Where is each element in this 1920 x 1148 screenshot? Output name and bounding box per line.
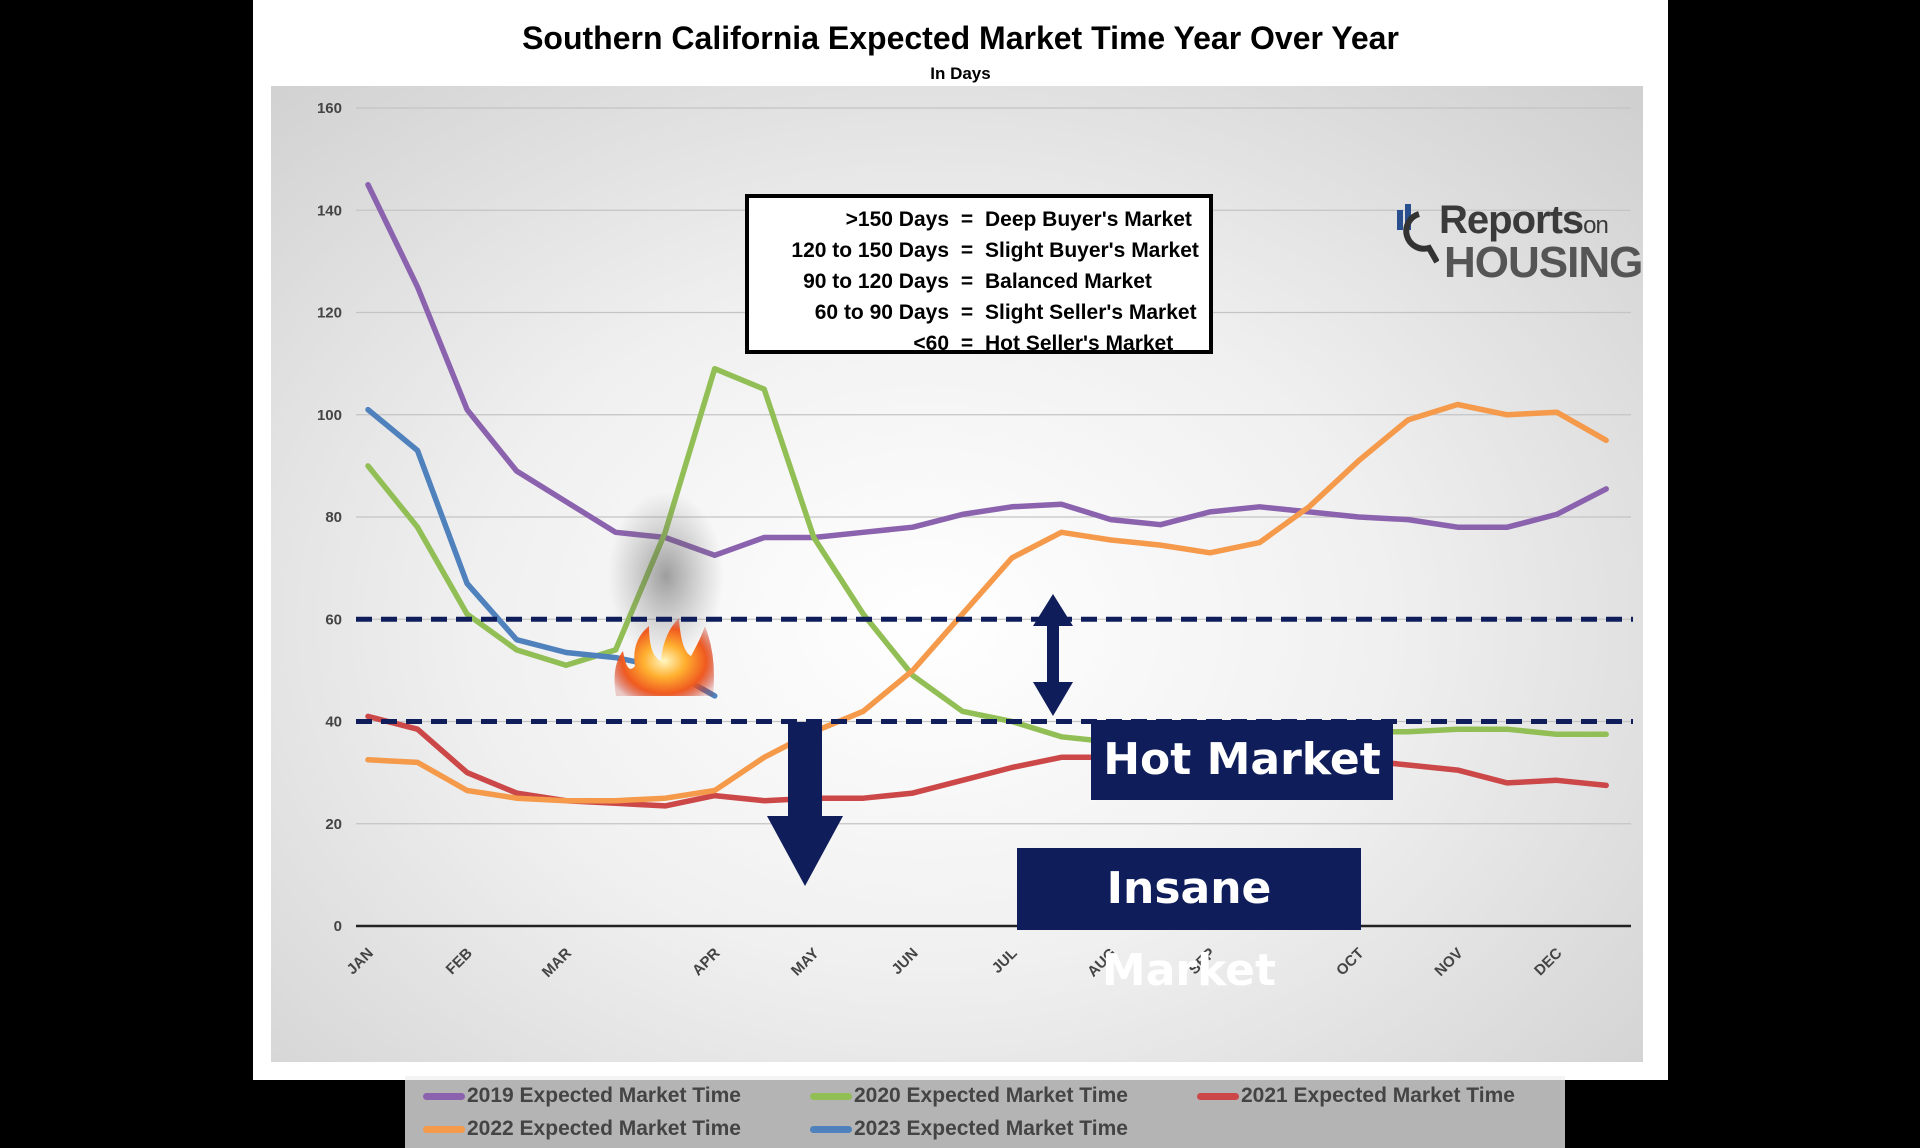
y-tick-label: 60 xyxy=(325,611,342,628)
logo-word-housing: HOUSING xyxy=(1444,238,1643,287)
y-tick-label: 0 xyxy=(334,918,342,935)
legend-swatch xyxy=(423,1092,465,1100)
logo-word-reports: Reports xyxy=(1439,198,1584,242)
key-range: <60 xyxy=(913,331,949,355)
legend-item-2019: 2019 Expected Market Time xyxy=(423,1084,741,1108)
x-tick-label: JUN xyxy=(888,945,921,978)
chart-title: Southern California Expected Market Time… xyxy=(522,20,1399,56)
legend-label: 2022 Expected Market Time xyxy=(467,1117,741,1140)
x-tick-label: JAN xyxy=(344,945,377,978)
series-line-0 xyxy=(365,181,1609,559)
y-tick-label: 20 xyxy=(325,816,342,833)
x-tick-label: NOV xyxy=(1431,945,1466,980)
logo-word-on: on xyxy=(1583,212,1609,239)
key-label: Slight Seller's Market xyxy=(985,300,1197,324)
plot-area: 0 20 40 60 80 100 120 140 160 JAN FEB MAR APR MAY JUN J… xyxy=(271,86,1643,1148)
key-equals: = xyxy=(960,300,974,324)
insane-market-label: Insane Market xyxy=(1017,848,1361,996)
reports-on-housing-logo: Reportson HOUSING xyxy=(1389,198,1649,288)
key-row: 90 to 120 Days = Balanced Market xyxy=(749,266,1209,297)
legend-label: 2019 Expected Market Time xyxy=(467,1084,741,1107)
hot-market-label: Hot Market xyxy=(1091,720,1393,800)
key-equals: = xyxy=(960,269,974,293)
legend-swatch xyxy=(810,1092,852,1100)
legend-label: 2020 Expected Market Time xyxy=(854,1084,1128,1107)
legend-item-2023: 2023 Expected Market Time xyxy=(810,1117,1128,1141)
key-label: Balanced Market xyxy=(985,269,1152,293)
logo-icon xyxy=(1397,204,1439,264)
market-key-box: >150 Days = Deep Buyer's Market 120 to 1… xyxy=(745,194,1213,355)
key-label: Deep Buyer's Market xyxy=(985,207,1192,231)
y-tick-label: 140 xyxy=(317,202,342,219)
chart-panel: Southern California Expected Market Time… xyxy=(253,0,1668,1148)
key-equals: = xyxy=(960,207,974,231)
key-equals: = xyxy=(960,238,974,262)
x-tick-label: APR xyxy=(689,945,724,980)
chart-subtitle: In Days xyxy=(930,64,991,83)
legend-swatch xyxy=(1197,1092,1239,1100)
x-tick-label: FEB xyxy=(443,945,476,978)
key-row: >150 Days = Deep Buyer's Market xyxy=(749,204,1209,235)
key-range: 120 to 150 Days xyxy=(791,238,949,262)
chart-svg: 0 20 40 60 80 100 120 140 160 JAN FEB MAR APR MAY JUN J… xyxy=(317,100,1633,981)
legend-label: 2023 Expected Market Time xyxy=(854,1117,1128,1140)
key-range: 90 to 120 Days xyxy=(803,269,949,293)
series-line-1 xyxy=(365,365,1609,748)
x-tick-label: MAR xyxy=(539,945,575,981)
key-row: <60 = Hot Seller's Market xyxy=(749,328,1209,359)
legend-item-2022: 2022 Expected Market Time xyxy=(423,1117,741,1141)
key-label: Hot Seller's Market xyxy=(985,331,1174,355)
x-tick-label: MAY xyxy=(788,945,823,980)
x-tick-label: DEC xyxy=(1531,945,1566,980)
key-label: Slight Buyer's Market xyxy=(985,238,1199,262)
legend-label: 2021 Expected Market Time xyxy=(1241,1084,1515,1107)
y-tick-label: 160 xyxy=(317,100,342,117)
key-equals: = xyxy=(960,331,974,355)
legend-swatch xyxy=(423,1125,465,1133)
down-arrow-icon xyxy=(767,722,843,886)
y-tick-label: 100 xyxy=(317,407,342,424)
legend-swatch xyxy=(810,1125,852,1133)
key-range: 60 to 90 Days xyxy=(814,300,949,324)
logo-text-top: Reportson xyxy=(1439,198,1609,243)
x-tick-label: OCT xyxy=(1333,945,1367,979)
x-tick-label: JUL xyxy=(989,945,1021,977)
double-arrow-icon xyxy=(1033,594,1073,716)
key-row: 120 to 150 Days = Slight Buyer's Market xyxy=(749,235,1209,266)
legend-item-2021: 2021 Expected Market Time xyxy=(1197,1084,1515,1108)
y-tick-label: 120 xyxy=(317,305,342,322)
key-range: >150 Days xyxy=(845,207,949,231)
legend-item-2020: 2020 Expected Market Time xyxy=(810,1084,1128,1108)
y-tick-label: 80 xyxy=(325,509,342,526)
key-row: 60 to 90 Days = Slight Seller's Market xyxy=(749,297,1209,328)
fire-icon xyxy=(614,618,714,696)
legend: 2019 Expected Market Time 2020 Expected … xyxy=(405,1076,1565,1148)
series-line-3 xyxy=(365,401,1609,804)
y-tick-label: 40 xyxy=(325,714,342,731)
